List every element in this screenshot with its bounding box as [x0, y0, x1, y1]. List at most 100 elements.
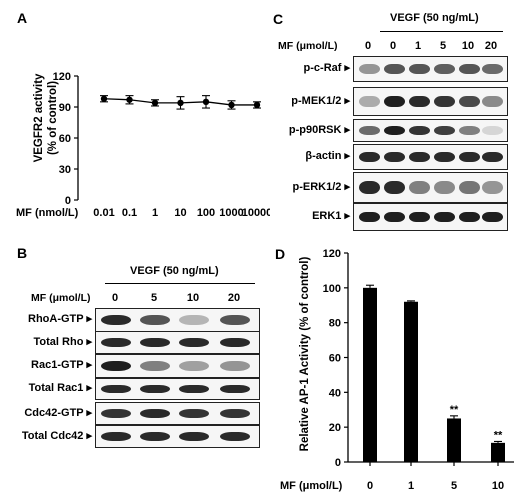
panel-b-band: [140, 361, 170, 371]
panel-b-treatment-bracket: [105, 283, 255, 284]
panel-b-band: [101, 338, 131, 347]
panel-b-row-label: Total Rho ▸: [33, 335, 92, 348]
panel-b-row-label: Total Cdc42 ▸: [21, 429, 92, 442]
panel-c-band: [383, 95, 405, 108]
panel-c-lane-label: 0: [389, 40, 397, 52]
panel-c-band: [433, 63, 455, 75]
panel-d-ytick-label: 0: [335, 457, 341, 469]
panel-c-band: [383, 151, 405, 163]
panel-b-row-label: Cdc42-GTP ▸: [24, 406, 92, 419]
panel-d-ytick-label: 40: [329, 387, 341, 399]
panel-c-band: [481, 95, 503, 108]
panel-c-band: [433, 181, 455, 194]
panel-c-blot-strip: [353, 56, 508, 82]
panel-a-xtick-label: 10000: [242, 207, 270, 219]
panel-c-lane-label: 0: [364, 40, 372, 52]
panel-c-band: [433, 126, 455, 135]
panel-c-band: [358, 63, 380, 75]
panel-c-band: [408, 126, 430, 135]
panel-c-lane-label: 20: [484, 40, 498, 52]
panel-b-band: [220, 338, 250, 347]
panel-b-blot-strip: [95, 378, 260, 400]
panel-b-band: [140, 315, 170, 325]
panel-c-band: [358, 126, 380, 135]
panel-c-blot-strip: [353, 119, 508, 142]
panel-c-band: [433, 95, 455, 108]
panel-b-band: [179, 338, 209, 347]
panel-b-band: [220, 315, 250, 325]
panel-c-band: [383, 63, 405, 75]
panel-b-blot-strip: [95, 354, 260, 378]
panel-b-band: [140, 432, 170, 441]
panel-c-treatment-bracket: [380, 31, 503, 32]
panel-a-data-point: [177, 99, 184, 107]
panel-b-band: [220, 432, 250, 441]
panel-b-band: [220, 361, 250, 371]
panel-d-ytick-label: 100: [323, 283, 341, 295]
panel-c-band: [408, 151, 430, 163]
panel-d-bar: [363, 287, 377, 462]
panel-a-ytick-label: 60: [59, 133, 71, 145]
panel-a-data-point: [100, 95, 108, 102]
panel-d-xtick-label: 1: [408, 480, 414, 492]
panel-c-band: [458, 181, 480, 194]
panel-b-blot-strip: [95, 308, 260, 332]
panel-d-xtick-label: 10: [492, 480, 504, 492]
panel-d-letter: D: [275, 246, 286, 262]
panel-b-band: [140, 409, 170, 418]
panel-c-row-label: p-c-Raf ▸: [303, 62, 350, 74]
panel-d-bar: [447, 418, 461, 462]
panel-c-row-label: p-p90RSK ▸: [288, 123, 350, 136]
panel-c-band: [458, 151, 480, 163]
panel-a-xlabel: MF (nmol/L): [16, 207, 79, 219]
panel-c-band: [383, 181, 405, 194]
panel-b-band: [140, 338, 170, 347]
panel-c-treatment-label: VEGF (50 ng/mL): [390, 12, 479, 24]
panel-b-letter: B: [17, 245, 28, 261]
panel-c-band: [433, 151, 455, 163]
panel-a-letter: A: [17, 10, 28, 26]
panel-c-band: [458, 211, 480, 223]
panel-c-band: [458, 95, 480, 108]
panel-c-band: [358, 211, 380, 223]
panel-c-band: [358, 95, 380, 108]
panel-b-band: [179, 315, 209, 325]
panel-a-data-point: [202, 98, 210, 106]
panel-a-xtick-label: 0.01: [93, 207, 114, 219]
panel-d-significance-label: **: [494, 429, 503, 441]
panel-d-ytick-label: 80: [329, 318, 341, 330]
panel-c-row-label: p-ERK1/2 ▸: [292, 180, 350, 193]
panel-c-mf-label: MF (μmol/L): [278, 40, 338, 52]
panel-b-band: [101, 384, 131, 394]
panel-b-lane-label: 0: [111, 292, 119, 304]
panel-b-band: [179, 361, 209, 371]
panel-b-blot-strip: [95, 402, 260, 425]
panel-b-treatment-label: VEGF (50 ng/mL): [130, 265, 219, 277]
panel-a-data-point: [151, 99, 159, 107]
panel-d-ytick-label: 60: [329, 353, 341, 365]
panel-c-blot-strip: [353, 87, 508, 116]
panel-c-band: [408, 95, 430, 108]
panel-b-lane-label: 10: [186, 292, 200, 304]
panel-a-xtick-label: 10: [174, 207, 186, 219]
panel-d-marks: 0 1 ** 5 ** 10: [363, 284, 505, 492]
panel-b-band: [140, 384, 170, 394]
panel-a-data-point: [228, 101, 235, 109]
panel-d-ytick-label: 20: [329, 422, 341, 434]
panel-a-xtick-label: 100: [197, 207, 215, 219]
panel-a-axes: 0 30 60 90 120: [53, 71, 79, 207]
panel-c-blot-strip: [353, 144, 508, 170]
panel-a-data-point: [253, 101, 261, 109]
panel-b-lane-label: 20: [227, 292, 241, 304]
panel-c-band: [481, 126, 503, 135]
panel-d-bar: [404, 301, 418, 462]
panel-b-band: [220, 409, 250, 418]
panel-a-xtick-label: 1000: [219, 207, 243, 219]
panel-c-row-label: p-MEK1/2 ▸: [291, 94, 350, 107]
panel-b-band: [220, 384, 250, 394]
panel-a-ytick-label: 30: [59, 164, 71, 176]
panel-d-ytick-label: 120: [323, 248, 341, 260]
panel-c-band: [481, 151, 503, 163]
panel-a-ytick-label: 0: [65, 195, 71, 207]
